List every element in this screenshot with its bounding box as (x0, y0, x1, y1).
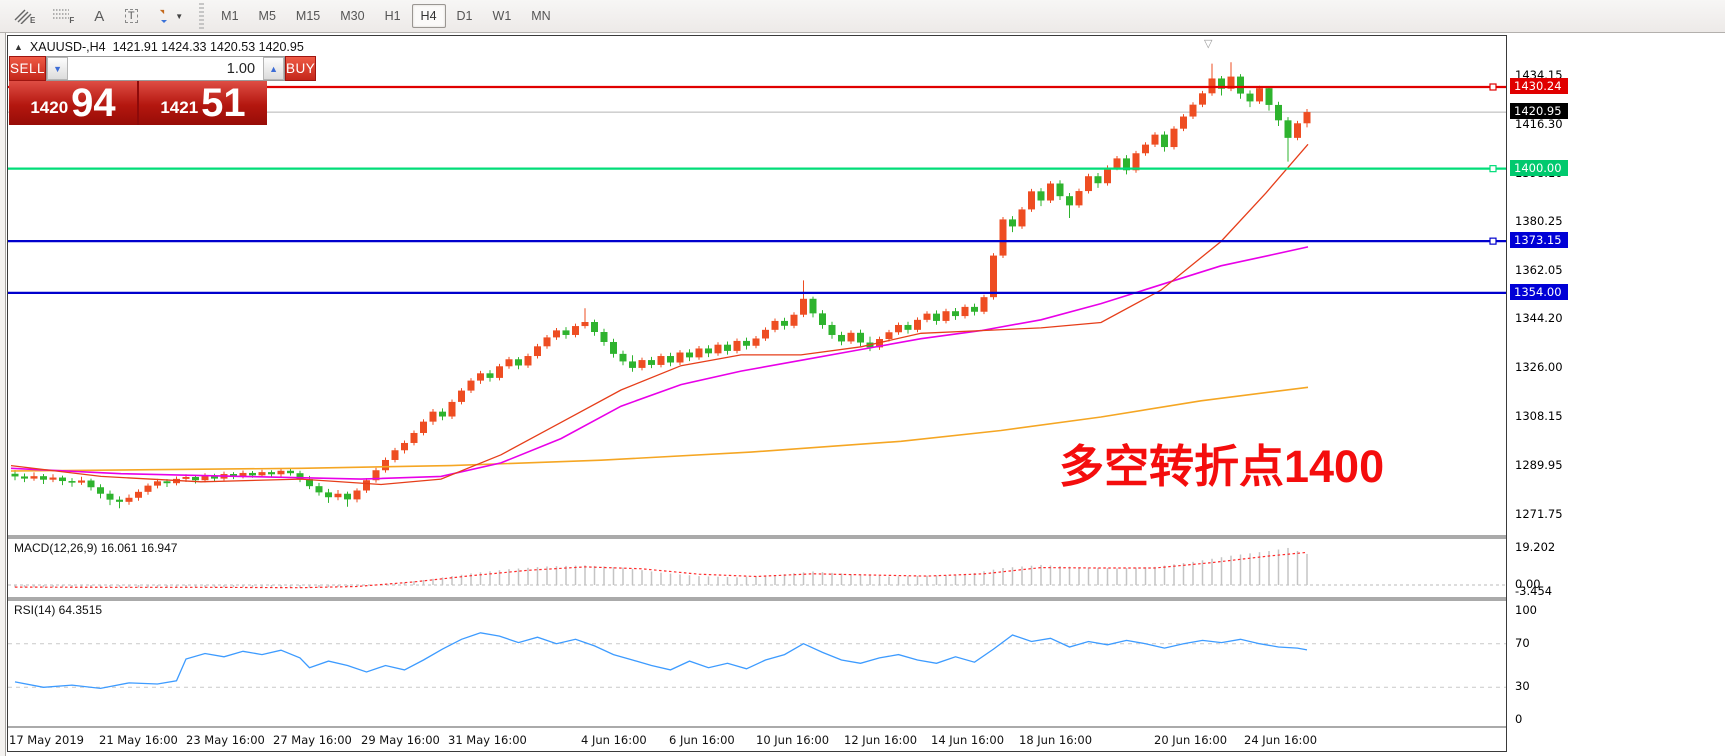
time-axis-label: 23 May 16:00 (186, 733, 265, 747)
time-axis-label: 27 May 16:00 (273, 733, 352, 747)
price-line-badge: 1420.95 (1510, 103, 1568, 120)
macd-label: MACD(12,26,9) 16.061 16.947 (14, 541, 178, 555)
volume-input[interactable] (68, 57, 264, 80)
timeframe-group: M1 M5 M15 M30 H1 H4 D1 W1 MN (212, 4, 562, 28)
rsi-tick-label: 100 (1515, 603, 1537, 617)
macd-tick-label: 0.00 (1515, 577, 1541, 591)
timeframe-button-h4[interactable]: H4 (411, 4, 446, 28)
toolbar-separator (199, 3, 205, 29)
timeframe-button-d1[interactable]: D1 (456, 9, 473, 23)
timeframe-button-w1[interactable]: W1 (492, 9, 512, 23)
ask-price-pips: 51 (201, 81, 246, 125)
time-axis-label: 6 Jun 16:00 (669, 733, 735, 747)
timeframe-button-m30[interactable]: M30 (340, 9, 365, 23)
price-line-badge: 1400.00 (1510, 159, 1568, 176)
text-box-icon[interactable]: T (118, 4, 144, 28)
buy-button[interactable]: BUY (285, 56, 317, 81)
time-axis-label: 24 Jun 16:00 (1244, 733, 1318, 747)
symbol-ohlc: 1421.91 1424.33 1420.53 1420.95 (112, 40, 304, 54)
chart-canvas[interactable] (8, 36, 1506, 751)
chart-annotation-text[interactable]: 多空转折点1400 (1059, 441, 1385, 492)
rsi-tick-label: 0 (1515, 712, 1523, 726)
equidistant-channel-icon[interactable]: E (8, 4, 41, 28)
price-tick-label: 1289.95 (1515, 457, 1563, 472)
price-tick-label: 1362.05 (1515, 263, 1563, 278)
time-axis-label: 12 Jun 16:00 (844, 733, 918, 747)
bid-price-button[interactable]: 1420 94 (9, 81, 137, 125)
toolbar: E F A T ▼ M1 M5 M15 M30 H1 H4 D1 W1 MN (0, 0, 1725, 33)
price-axis[interactable]: 1434.151416.301398.101380.251362.051344.… (1509, 35, 1725, 752)
time-axis-label: 17 May 2019 (9, 733, 84, 747)
rsi-label: RSI(14) 64.3515 (14, 603, 103, 617)
symbol-name: XAUUSD-,H4 (29, 40, 106, 54)
price-tick-label: 1308.15 (1515, 408, 1563, 423)
ask-price-main: 1421 (160, 98, 199, 117)
time-axis-label: 31 May 16:00 (448, 733, 527, 747)
timeframe-button-m1[interactable]: M1 (221, 9, 239, 23)
sell-button[interactable]: SELL (9, 56, 47, 81)
time-axis-label: 14 Jun 16:00 (931, 733, 1005, 747)
dropdown-caret-icon: ▼ (175, 11, 184, 21)
time-axis-label: 10 Jun 16:00 (756, 733, 830, 747)
price-tick-label: 1344.20 (1515, 311, 1563, 326)
arrow-objects-icon[interactable]: ▼ (150, 4, 189, 28)
ask-price-button[interactable]: 1421 51 (139, 81, 267, 125)
price-tick-label: 1326.00 (1515, 360, 1563, 375)
time-axis-label: 20 Jun 16:00 (1154, 733, 1228, 747)
text-label-icon[interactable]: A (94, 7, 105, 25)
timeframe-button-m15[interactable]: M15 (295, 9, 321, 23)
timeframe-button-h1[interactable]: H1 (384, 9, 401, 23)
volume-stepper: ▼ ▲ (46, 56, 286, 81)
volume-decrease-button[interactable]: ▼ (47, 57, 69, 80)
bid-price-main: 1420 (30, 98, 69, 117)
rsi-tick-label: 30 (1515, 679, 1530, 694)
time-axis-label: 29 May 16:00 (361, 733, 440, 747)
time-axis-label: 21 May 16:00 (99, 733, 178, 747)
one-click-trading-panel: SELL ▼ ▲ BUY 1420 94 1421 51 (9, 56, 317, 125)
fibonacci-grid-icon[interactable]: F (47, 4, 80, 28)
rsi-tick-label: 70 (1515, 635, 1530, 650)
price-line-badge: 1354.00 (1510, 283, 1568, 300)
price-line-badge: 1373.15 (1510, 232, 1568, 249)
price-tick-label: 1380.25 (1515, 213, 1563, 228)
price-tick-label: 1271.75 (1515, 506, 1563, 521)
tool-letter: F (69, 15, 75, 25)
symbol-title: ▲ XAUUSD-,H4 1421.91 1424.33 1420.53 142… (14, 40, 304, 54)
window-left-edge (0, 33, 6, 756)
macd-tick-label: -3.454 (1515, 583, 1553, 598)
bar-shift-marker-icon[interactable]: ▽ (1204, 38, 1213, 50)
tool-letter: E (30, 15, 36, 25)
chart-area[interactable]: ▲ XAUUSD-,H4 1421.91 1424.33 1420.53 142… (7, 35, 1507, 752)
price-line-badge: 1430.24 (1510, 78, 1568, 94)
macd-tick-label: 19.202 (1515, 539, 1556, 554)
volume-increase-button[interactable]: ▲ (263, 57, 285, 80)
timeframe-button-m5[interactable]: M5 (258, 9, 276, 23)
bid-price-pips: 94 (71, 81, 116, 125)
time-axis-label: 18 Jun 16:00 (1019, 733, 1093, 747)
price-tick-label: 1416.30 (1515, 116, 1563, 131)
timeframe-button-mn[interactable]: MN (531, 9, 551, 23)
collapse-quote-panel-icon[interactable]: ▲ (14, 42, 23, 52)
time-axis-label: 4 Jun 16:00 (581, 733, 647, 747)
